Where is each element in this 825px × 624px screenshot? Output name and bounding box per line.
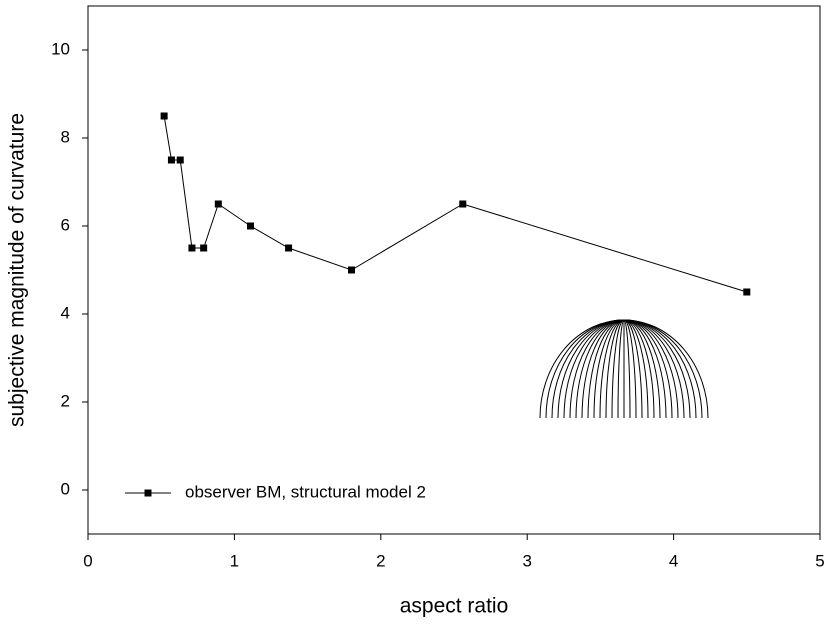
data-marker (160, 112, 168, 120)
legend-label: observer BM, structural model 2 (185, 482, 426, 501)
data-marker (459, 200, 467, 208)
data-marker (247, 222, 255, 230)
data-line (163, 115, 747, 293)
data-marker (348, 266, 356, 274)
y-tick-label: 10 (51, 39, 70, 58)
x-tick-label: 1 (230, 551, 239, 570)
inset-diagram (539, 319, 709, 419)
x-tick-label: 5 (815, 551, 824, 570)
y-tick-label: 2 (61, 391, 70, 410)
data-marker (214, 200, 222, 208)
y-tick-label: 4 (61, 303, 70, 322)
legend-marker (144, 489, 152, 497)
x-axis-label: aspect ratio (400, 595, 509, 618)
data-marker (176, 156, 184, 164)
y-tick-label: 6 (61, 215, 70, 234)
data-marker (188, 244, 196, 252)
x-tick-label: 0 (83, 551, 92, 570)
data-marker (200, 244, 208, 252)
plot-frame (87, 5, 821, 535)
x-tick-label: 2 (376, 551, 385, 570)
x-tick-label: 3 (522, 551, 531, 570)
data-marker (743, 288, 751, 296)
y-tick-label: 8 (61, 127, 70, 146)
x-tick-label: 4 (669, 551, 678, 570)
data-marker (285, 244, 293, 252)
y-tick-label: 0 (61, 479, 70, 498)
data-marker (167, 156, 175, 164)
y-axis-label: subjective magnitude of curvature (6, 113, 29, 427)
